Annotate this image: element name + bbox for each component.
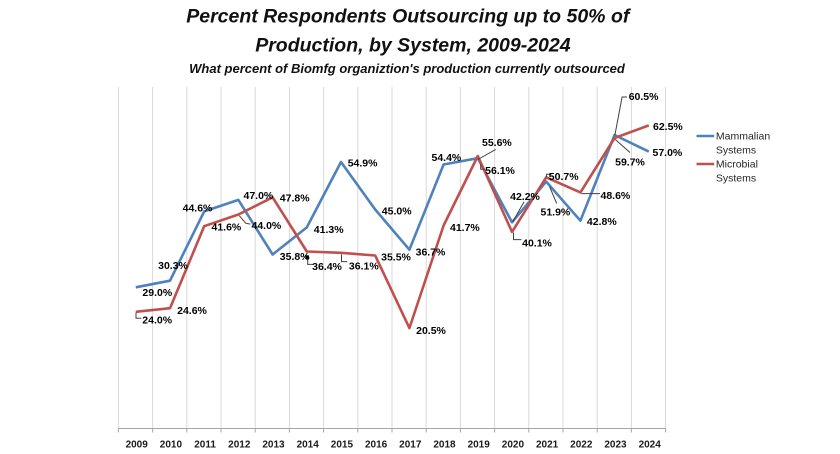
svg-text:54.4%: 54.4% bbox=[432, 152, 462, 164]
svg-text:Systems: Systems bbox=[716, 173, 756, 185]
svg-text:57.0%: 57.0% bbox=[653, 147, 683, 159]
svg-text:2023: 2023 bbox=[604, 440, 627, 451]
svg-text:41.7%: 41.7% bbox=[450, 222, 480, 234]
svg-text:2010: 2010 bbox=[160, 440, 183, 451]
svg-text:24.6%: 24.6% bbox=[177, 305, 207, 317]
svg-text:2011: 2011 bbox=[194, 440, 216, 451]
svg-text:2017: 2017 bbox=[399, 440, 422, 451]
svg-text:2021: 2021 bbox=[536, 440, 559, 451]
svg-text:What percent of Biomfg organiz: What percent of Biomfg organiztion's pro… bbox=[189, 61, 626, 76]
svg-text:47.8%: 47.8% bbox=[280, 192, 310, 204]
svg-text:42.2%: 42.2% bbox=[510, 191, 540, 203]
svg-text:50.7%: 50.7% bbox=[549, 171, 579, 183]
svg-text:59.7%: 59.7% bbox=[615, 157, 645, 169]
svg-text:Percent Respondents Outsourcin: Percent Respondents Outsourcing up to 50… bbox=[186, 6, 632, 28]
svg-text:2020: 2020 bbox=[502, 440, 525, 451]
svg-text:2009: 2009 bbox=[126, 440, 149, 451]
svg-text:Microbial: Microbial bbox=[716, 159, 758, 171]
svg-text:55.6%: 55.6% bbox=[482, 137, 512, 149]
svg-text:56.1%: 56.1% bbox=[485, 165, 515, 177]
svg-text:35.8%: 35.8% bbox=[280, 251, 310, 263]
svg-text:2022: 2022 bbox=[570, 440, 593, 451]
svg-text:44.0%: 44.0% bbox=[252, 220, 282, 232]
svg-text:2015: 2015 bbox=[331, 440, 354, 451]
svg-text:60.5%: 60.5% bbox=[629, 91, 659, 103]
svg-text:2018: 2018 bbox=[433, 440, 456, 451]
svg-text:41.6%: 41.6% bbox=[212, 222, 242, 234]
svg-text:48.6%: 48.6% bbox=[601, 190, 631, 202]
svg-text:Mammalian: Mammalian bbox=[716, 131, 770, 143]
svg-text:30.3%: 30.3% bbox=[158, 260, 188, 272]
svg-text:35.5%: 35.5% bbox=[381, 252, 411, 264]
svg-text:44.6%: 44.6% bbox=[183, 202, 213, 214]
svg-text:41.3%: 41.3% bbox=[314, 224, 344, 236]
svg-text:40.1%: 40.1% bbox=[522, 238, 552, 250]
svg-text:54.9%: 54.9% bbox=[348, 158, 378, 170]
svg-text:2012: 2012 bbox=[228, 440, 251, 451]
svg-text:2016: 2016 bbox=[365, 440, 388, 451]
svg-text:29.0%: 29.0% bbox=[142, 287, 172, 299]
svg-text:2013: 2013 bbox=[262, 440, 285, 451]
svg-text:24.0%: 24.0% bbox=[142, 315, 172, 327]
svg-text:47.0%: 47.0% bbox=[244, 190, 274, 202]
svg-text:Systems: Systems bbox=[716, 145, 756, 157]
svg-text:2014: 2014 bbox=[297, 440, 320, 451]
svg-text:2024: 2024 bbox=[639, 440, 662, 451]
svg-text:45.0%: 45.0% bbox=[382, 205, 412, 217]
svg-text:36.4%: 36.4% bbox=[312, 261, 342, 273]
svg-text:Production, by System, 2009-20: Production, by System, 2009-2024 bbox=[255, 35, 571, 57]
svg-text:36.7%: 36.7% bbox=[416, 246, 446, 258]
svg-text:36.1%: 36.1% bbox=[349, 260, 379, 272]
svg-text:20.5%: 20.5% bbox=[416, 325, 446, 337]
svg-text:2019: 2019 bbox=[468, 440, 491, 451]
svg-text:42.8%: 42.8% bbox=[587, 216, 617, 228]
svg-text:51.9%: 51.9% bbox=[541, 207, 571, 219]
svg-text:62.5%: 62.5% bbox=[653, 121, 683, 133]
